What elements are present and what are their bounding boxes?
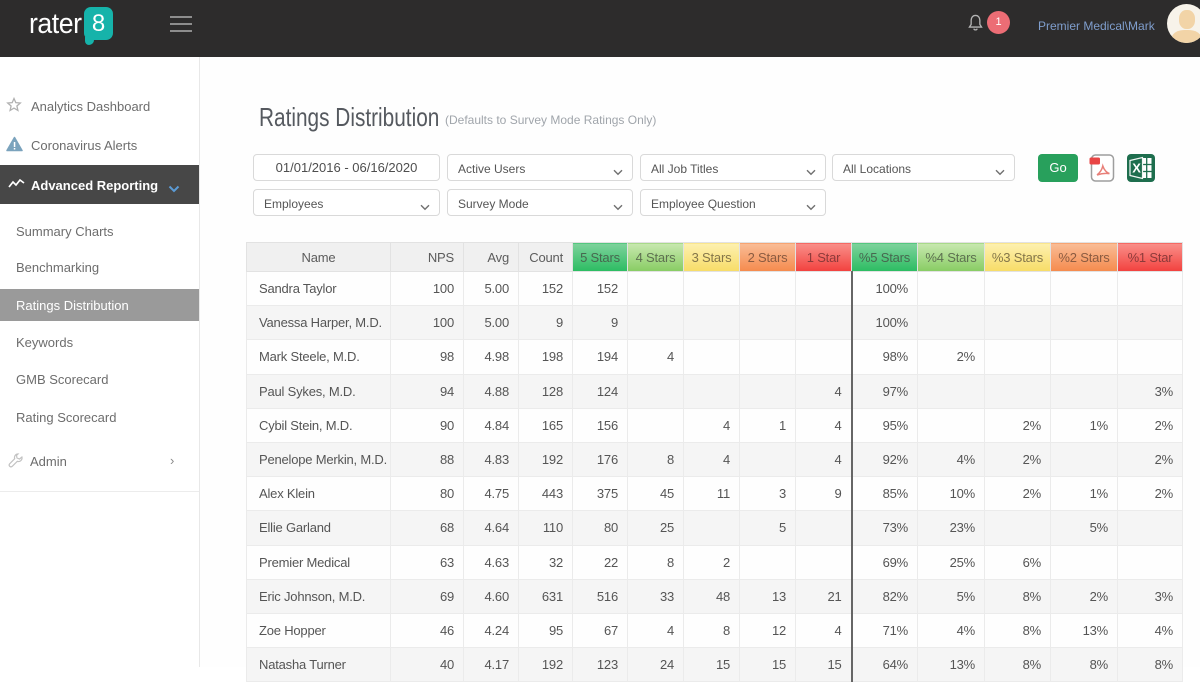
svg-text:X: X	[1132, 161, 1141, 176]
